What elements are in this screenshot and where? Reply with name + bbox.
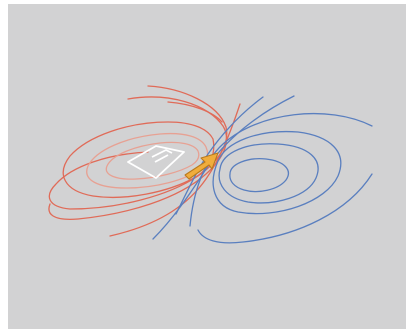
blue-field-lines xyxy=(152,95,373,244)
red-field-line-upper xyxy=(167,101,223,123)
blue-field-line-mid-1 xyxy=(212,130,342,215)
field-lines-diagram xyxy=(48,85,373,244)
blue-field-line-mid-2 xyxy=(218,143,319,204)
blue-field-line-inner xyxy=(229,158,290,193)
square-magnet-icon xyxy=(127,145,185,179)
red-field-line-lower xyxy=(109,103,241,237)
red-field-line-outer-2 xyxy=(48,85,228,210)
red-field-line-outer-1 xyxy=(48,96,228,220)
red-field-line-inner-2 xyxy=(105,141,200,180)
red-field-lines xyxy=(48,85,241,237)
red-field-line-mid xyxy=(62,121,215,199)
blue-field-line-lower xyxy=(197,173,373,244)
magnet-inner-mark xyxy=(151,149,173,163)
diagram-panel xyxy=(8,4,406,329)
orange-arrow-icon xyxy=(184,152,219,180)
magnet-outline xyxy=(127,145,185,179)
arrow-shape xyxy=(184,152,219,180)
blue-field-line-outer-3 xyxy=(189,112,373,227)
blue-field-line-outer-2 xyxy=(175,96,264,215)
blue-field-line-outer-1 xyxy=(152,95,295,240)
